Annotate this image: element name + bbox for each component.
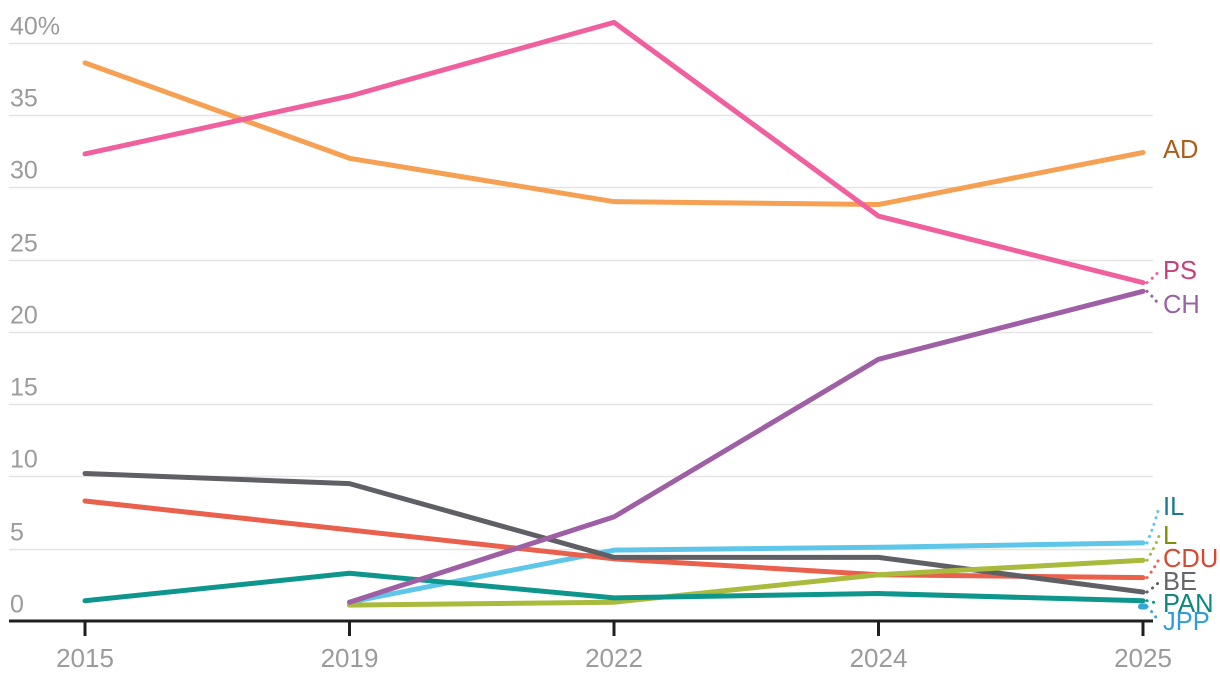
series-line-PS bbox=[82, 19, 1146, 286]
y-axis-tick-label: 0 bbox=[10, 591, 24, 619]
x-axis-tick-label: 2025 bbox=[1114, 643, 1172, 673]
series-line-L bbox=[347, 557, 1146, 608]
leader-line-IL bbox=[1145, 505, 1161, 545]
y-axis-tick-label: 10 bbox=[10, 446, 38, 474]
series-line-AD bbox=[82, 60, 1146, 208]
series-label-AD: AD bbox=[1163, 136, 1198, 164]
leader-line-CH bbox=[1145, 289, 1161, 307]
leader-line-BE bbox=[1145, 580, 1161, 594]
y-axis-tick-label: 25 bbox=[10, 230, 38, 258]
y-axis-tick-label: 15 bbox=[10, 374, 38, 402]
series-label-PAN: PAN bbox=[1163, 590, 1214, 618]
series-label-L: L bbox=[1163, 522, 1177, 550]
series-label-PS: PS bbox=[1163, 257, 1197, 285]
series-line-CH bbox=[347, 288, 1146, 605]
series-line-PAN bbox=[82, 570, 1146, 604]
series-label-BE: BE bbox=[1163, 568, 1197, 596]
series-label-JPP: JPP bbox=[1163, 608, 1210, 636]
y-axis-tick-label: 20 bbox=[10, 302, 38, 330]
x-axis-tick-label: 2022 bbox=[585, 643, 643, 673]
leader-line-PAN bbox=[1145, 599, 1161, 606]
series-label-CH: CH bbox=[1163, 291, 1200, 319]
y-axis-tick-label: 30 bbox=[10, 157, 38, 185]
series-label-CDU: CDU bbox=[1163, 545, 1218, 573]
y-axis-tick-label: 35 bbox=[10, 85, 38, 113]
y-axis-tick-label: 5 bbox=[10, 519, 24, 547]
leader-line-L bbox=[1145, 534, 1161, 562]
x-axis-tick-label: 2019 bbox=[321, 643, 379, 673]
leader-line-PS bbox=[1145, 269, 1161, 285]
series-label-IL: IL bbox=[1163, 493, 1184, 521]
series-line-CDU bbox=[82, 498, 1146, 581]
y-axis-tick-label: 40% bbox=[10, 13, 60, 41]
series-line-IL bbox=[347, 540, 1146, 605]
x-axis-tick-label: 2015 bbox=[56, 643, 114, 673]
x-axis-tick-label: 2024 bbox=[850, 643, 908, 673]
leader-line-CDU bbox=[1145, 557, 1161, 580]
